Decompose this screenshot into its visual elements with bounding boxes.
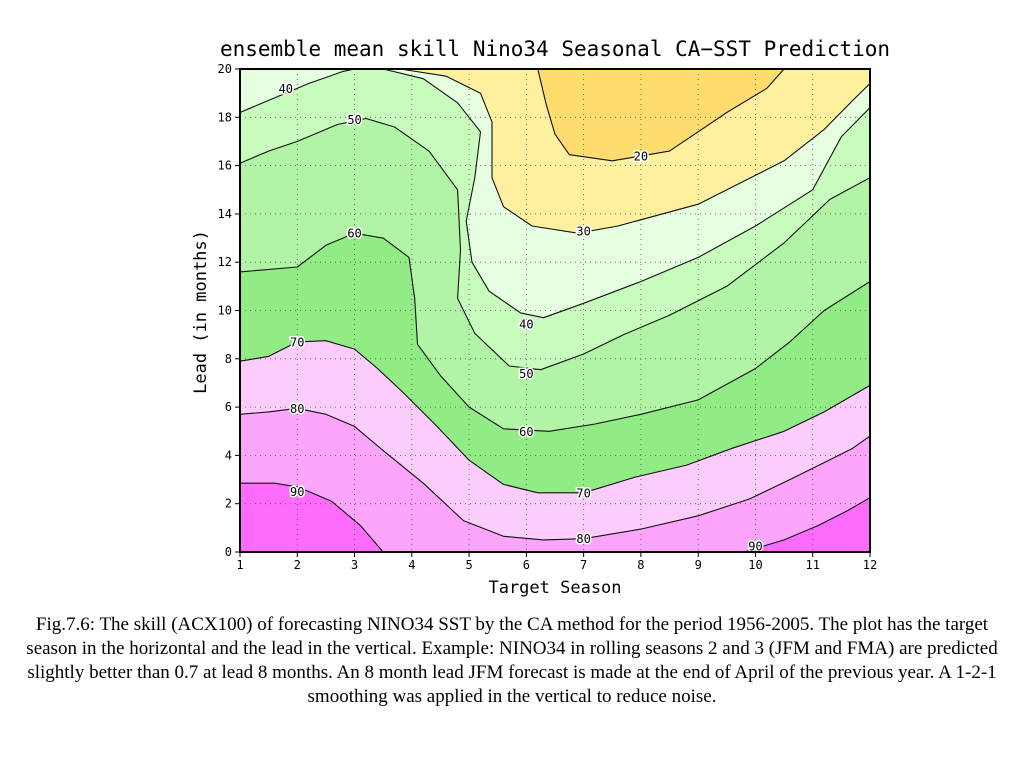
contour-line-80 bbox=[239, 407, 871, 541]
contour-labels: 40 50 60 70 80 90 20 30 40 50 60 70 80 90 bbox=[277, 80, 764, 555]
x-tick-label: 1 bbox=[236, 558, 243, 572]
contour-label: 30 bbox=[576, 224, 590, 238]
y-tick-label: 20 bbox=[218, 62, 232, 76]
chart-title: ensemble mean skill Nino34 Seasonal CA−S… bbox=[220, 37, 890, 61]
contour-label: 40 bbox=[279, 82, 293, 96]
contour-label: 40 bbox=[519, 317, 533, 331]
contour-label: 80 bbox=[576, 532, 590, 546]
contour-label: 50 bbox=[519, 367, 533, 381]
x-tick-label: 6 bbox=[523, 558, 530, 572]
y-axis-label: Lead (in months) bbox=[191, 230, 211, 394]
y-tick-label: 8 bbox=[225, 352, 232, 366]
contour-line-20 bbox=[537, 68, 785, 162]
contour-label: 50 bbox=[347, 113, 361, 127]
contour-line-90 bbox=[743, 497, 871, 553]
contour-label: 60 bbox=[347, 227, 361, 241]
y-tick-label: 10 bbox=[218, 304, 232, 318]
contour-line-90 bbox=[240, 482, 384, 553]
contour-lines bbox=[239, 68, 871, 553]
y-tick-label: 4 bbox=[225, 448, 232, 462]
y-tick-label: 2 bbox=[225, 497, 232, 511]
fill-band-80-90 bbox=[240, 408, 870, 552]
fill-band-80-90-right bbox=[744, 497, 870, 552]
x-tick-label: 2 bbox=[294, 558, 301, 572]
x-tick-label: 3 bbox=[351, 558, 358, 572]
x-tick-label: 10 bbox=[748, 558, 762, 572]
fill-band-90-left bbox=[240, 483, 384, 552]
x-tick-label: 9 bbox=[695, 558, 702, 572]
contour-line-50 bbox=[239, 117, 871, 371]
contour-label: 80 bbox=[290, 402, 304, 416]
contour-chart: ensemble mean skill Nino34 Seasonal CA−S… bbox=[191, 37, 890, 598]
contour-label: 70 bbox=[576, 486, 590, 500]
x-tick-label: 12 bbox=[863, 558, 877, 572]
y-tick-label: 12 bbox=[218, 255, 232, 269]
x-tick-label: 5 bbox=[465, 558, 472, 572]
x-tick-label: 11 bbox=[806, 558, 820, 572]
y-tick-label: 18 bbox=[218, 110, 232, 124]
grid-lines bbox=[240, 69, 870, 552]
y-tick-label: 0 bbox=[225, 545, 232, 559]
contour-label: 90 bbox=[290, 485, 304, 499]
x-axis-label: Target Season bbox=[488, 578, 621, 598]
x-tick-label: 7 bbox=[580, 558, 587, 572]
contour-label: 60 bbox=[519, 425, 533, 439]
contour-line-30 bbox=[400, 68, 871, 234]
contour-line-40 bbox=[239, 68, 871, 319]
figure-caption: Fig.7.6: The skill (ACX100) of forecasti… bbox=[26, 614, 998, 707]
fill-band-10-20 bbox=[537, 69, 785, 161]
x-tick-label: 4 bbox=[408, 558, 415, 572]
contour-label: 90 bbox=[748, 539, 762, 553]
y-tick-label: 16 bbox=[218, 159, 232, 173]
x-tick-label: 8 bbox=[637, 558, 644, 572]
y-tick-label: 6 bbox=[225, 400, 232, 414]
contour-line-70 bbox=[239, 340, 871, 494]
contour-label: 20 bbox=[634, 149, 648, 163]
contour-line-60 bbox=[239, 232, 871, 432]
contour-label: 70 bbox=[290, 335, 304, 349]
y-tick-label: 14 bbox=[218, 207, 232, 221]
